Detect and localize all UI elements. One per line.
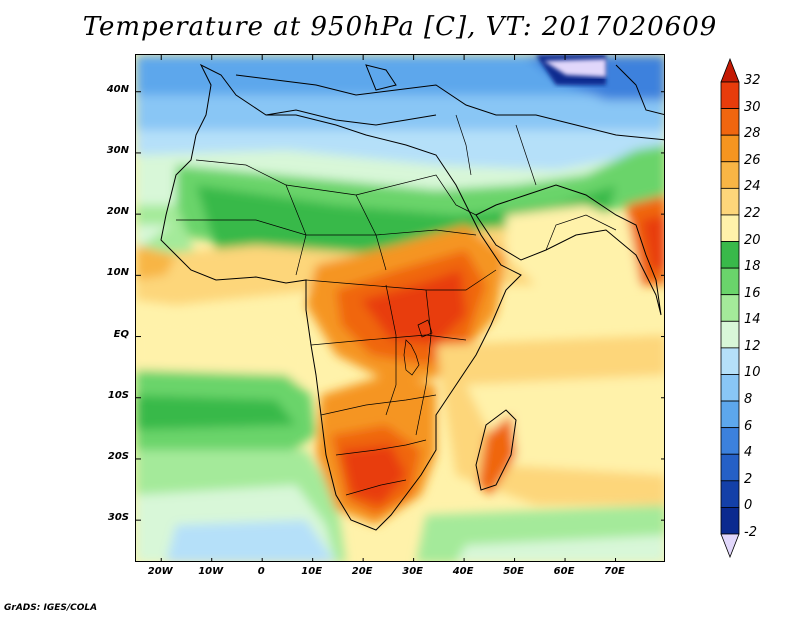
colorbar-swatch: [720, 161, 740, 189]
coastlines: [160, 63, 664, 531]
lat-tick-label: 20N: [106, 206, 129, 218]
lat-tick-label: 40N: [106, 83, 129, 95]
colorbar-swatch: [720, 187, 740, 216]
colorbar-tick-label: 4: [744, 445, 753, 461]
colorbar-swatch: [720, 507, 740, 535]
colorbar-tick-label: 12: [744, 338, 761, 354]
colorbar-swatch: [720, 267, 740, 296]
lat-tick-label: 20S: [107, 450, 129, 462]
undefined-terrain: [544, 59, 606, 77]
colorbar-tick-label: 14: [744, 312, 761, 328]
colorbar-tick-label: 24: [744, 179, 761, 195]
lon-tick-label: 70E: [604, 566, 625, 577]
lon-tick-label: 0: [257, 566, 265, 577]
colorbar-tick-label: 2: [744, 471, 753, 487]
colorbar-tick-label: 28: [744, 126, 761, 142]
credit-text: GrADS: IGES/COLA: [4, 603, 98, 613]
colorbar-swatch: [720, 400, 740, 429]
colorbar-tick-label: 22: [744, 205, 761, 221]
lon-tick-label: 50E: [503, 566, 524, 577]
lon-tick-label: 10E: [301, 566, 323, 577]
lat-tick-label: 30N: [106, 144, 129, 156]
lat-tick-label: 10N: [106, 267, 129, 279]
colorbar-tick-label: 6: [744, 418, 753, 434]
colorbar-swatch: [720, 108, 740, 136]
colorbar-tick-label: 0: [744, 498, 753, 514]
colorbar-swatch: [720, 214, 740, 242]
colorbar-swatch: [720, 134, 740, 163]
lon-tick-label: 40E: [452, 566, 474, 577]
colorbar-tick-label: 20: [744, 232, 761, 248]
colorbar-swatch: [720, 320, 740, 349]
lon-tick-label: 60E: [553, 566, 575, 577]
colorbar-swatch: [720, 81, 740, 109]
colorbar-tick-label: 32: [744, 73, 761, 88]
colorbar-tick-label: 16: [744, 285, 761, 301]
colorbar-swatch: [720, 347, 740, 375]
colorbar-swatch: [720, 294, 740, 322]
colorbar-tick-label: 30: [744, 99, 761, 115]
lon-tick-label: 20W: [147, 566, 173, 577]
map-title: Temperature at 950hPa [C], VT: 201702060…: [82, 12, 718, 42]
lon-tick-label: 10W: [198, 566, 224, 577]
country-borders: [176, 114, 617, 496]
temperature-map: [135, 54, 665, 562]
colorbar-top-triangle: [720, 58, 740, 83]
colorbar-tick-label: 18: [744, 259, 761, 275]
colorbar-tick-label: 10: [744, 365, 761, 381]
colorbar-swatch: [720, 480, 740, 508]
colorbar-swatch: [720, 241, 740, 269]
colorbar-swatch: [720, 374, 740, 402]
colorbar-tick-label: 26: [744, 152, 761, 168]
colorbar-tick-label: 8: [744, 392, 753, 408]
lon-tick-label: 30E: [402, 566, 423, 577]
colorbar-swatch: [720, 453, 740, 482]
lon-tick-label: 20E: [351, 566, 373, 577]
lat-tick-label: 10S: [107, 389, 129, 401]
temperature-map-canvas: [136, 55, 664, 561]
colorbar: [720, 58, 740, 558]
lat-tick-label: EQ: [113, 328, 129, 340]
lat-tick-label: 30S: [107, 512, 129, 524]
colorbar-bottom-triangle: [720, 533, 740, 558]
colorbar-swatch: [720, 427, 740, 455]
colorbar-tick-label: -2: [744, 525, 757, 540]
